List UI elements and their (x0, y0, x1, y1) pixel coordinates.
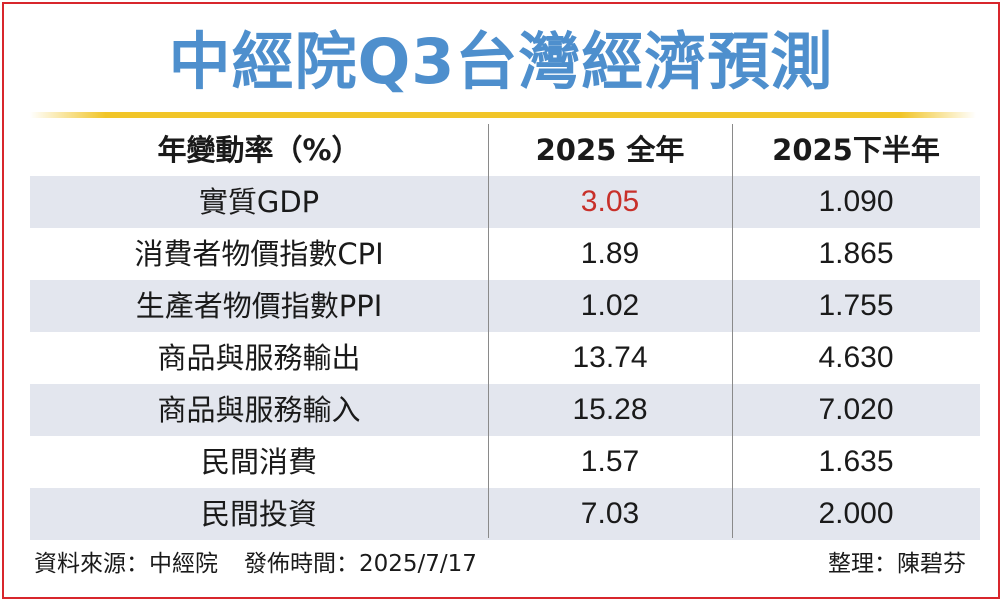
row-second-half-value: 2.000 (818, 497, 894, 530)
row-second-half-value: 4.630 (818, 341, 894, 374)
row-second-half-value: 7.020 (818, 393, 894, 426)
table-row: 民間投資 7.03 2.000 (30, 488, 980, 540)
table-header-row: 年變動率（%） 2025 全年 2025下半年 (30, 124, 980, 176)
row-full-year-value: 13.74 (572, 341, 648, 374)
header-second-half: 2025下半年 (772, 133, 940, 167)
row-label: 實質GDP (198, 185, 320, 219)
row-label: 商品與服務輸出 (157, 341, 361, 375)
header-full-year: 2025 全年 (535, 133, 685, 167)
row-full-year-value: 3.05 (580, 185, 640, 218)
compiled-by: 整理：陳碧芬 (828, 551, 966, 577)
published-date: 發佈時間：2025/7/17 (244, 551, 477, 577)
row-second-half-value: 1.635 (818, 445, 894, 478)
table-row: 生產者物價指數PPI 1.02 1.755 (30, 280, 980, 332)
table-row: 商品與服務輸入 15.28 7.020 (30, 384, 980, 436)
row-full-year-value: 1.02 (580, 289, 640, 322)
row-second-half-value: 1.865 (818, 237, 894, 270)
row-label: 民間消費 (200, 445, 317, 479)
title-divider (30, 112, 976, 118)
column-divider (488, 124, 489, 538)
source-note: 資料來源：中經院 發佈時間：2025/7/17 (34, 544, 477, 584)
row-label: 生產者物價指數PPI (135, 289, 383, 323)
row-label: 民間投資 (200, 497, 317, 531)
table-row: 消費者物價指數CPI 1.89 1.865 (30, 228, 980, 280)
header-indicator: 年變動率（%） (157, 133, 361, 167)
row-full-year-value: 15.28 (572, 393, 648, 426)
page-title: 中經院Q3台灣經濟預測 (168, 25, 834, 98)
row-label: 消費者物價指數CPI (134, 237, 384, 271)
row-full-year-value: 7.03 (580, 497, 640, 530)
row-second-half-value: 1.755 (818, 289, 894, 322)
table-row: 民間消費 1.57 1.635 (30, 436, 980, 488)
row-label: 商品與服務輸入 (157, 393, 361, 427)
row-full-year-value: 1.57 (580, 445, 640, 478)
table-row: 商品與服務輸出 13.74 4.630 (30, 332, 980, 384)
row-second-half-value: 1.090 (818, 185, 894, 218)
forecast-table: 年變動率（%） 2025 全年 2025下半年 實質GDP 3.05 1.090… (30, 124, 980, 540)
source-text: 資料來源：中經院 (34, 551, 218, 577)
row-full-year-value: 1.89 (580, 237, 640, 270)
column-divider (732, 124, 733, 538)
table-row: 實質GDP 3.05 1.090 (30, 176, 980, 228)
